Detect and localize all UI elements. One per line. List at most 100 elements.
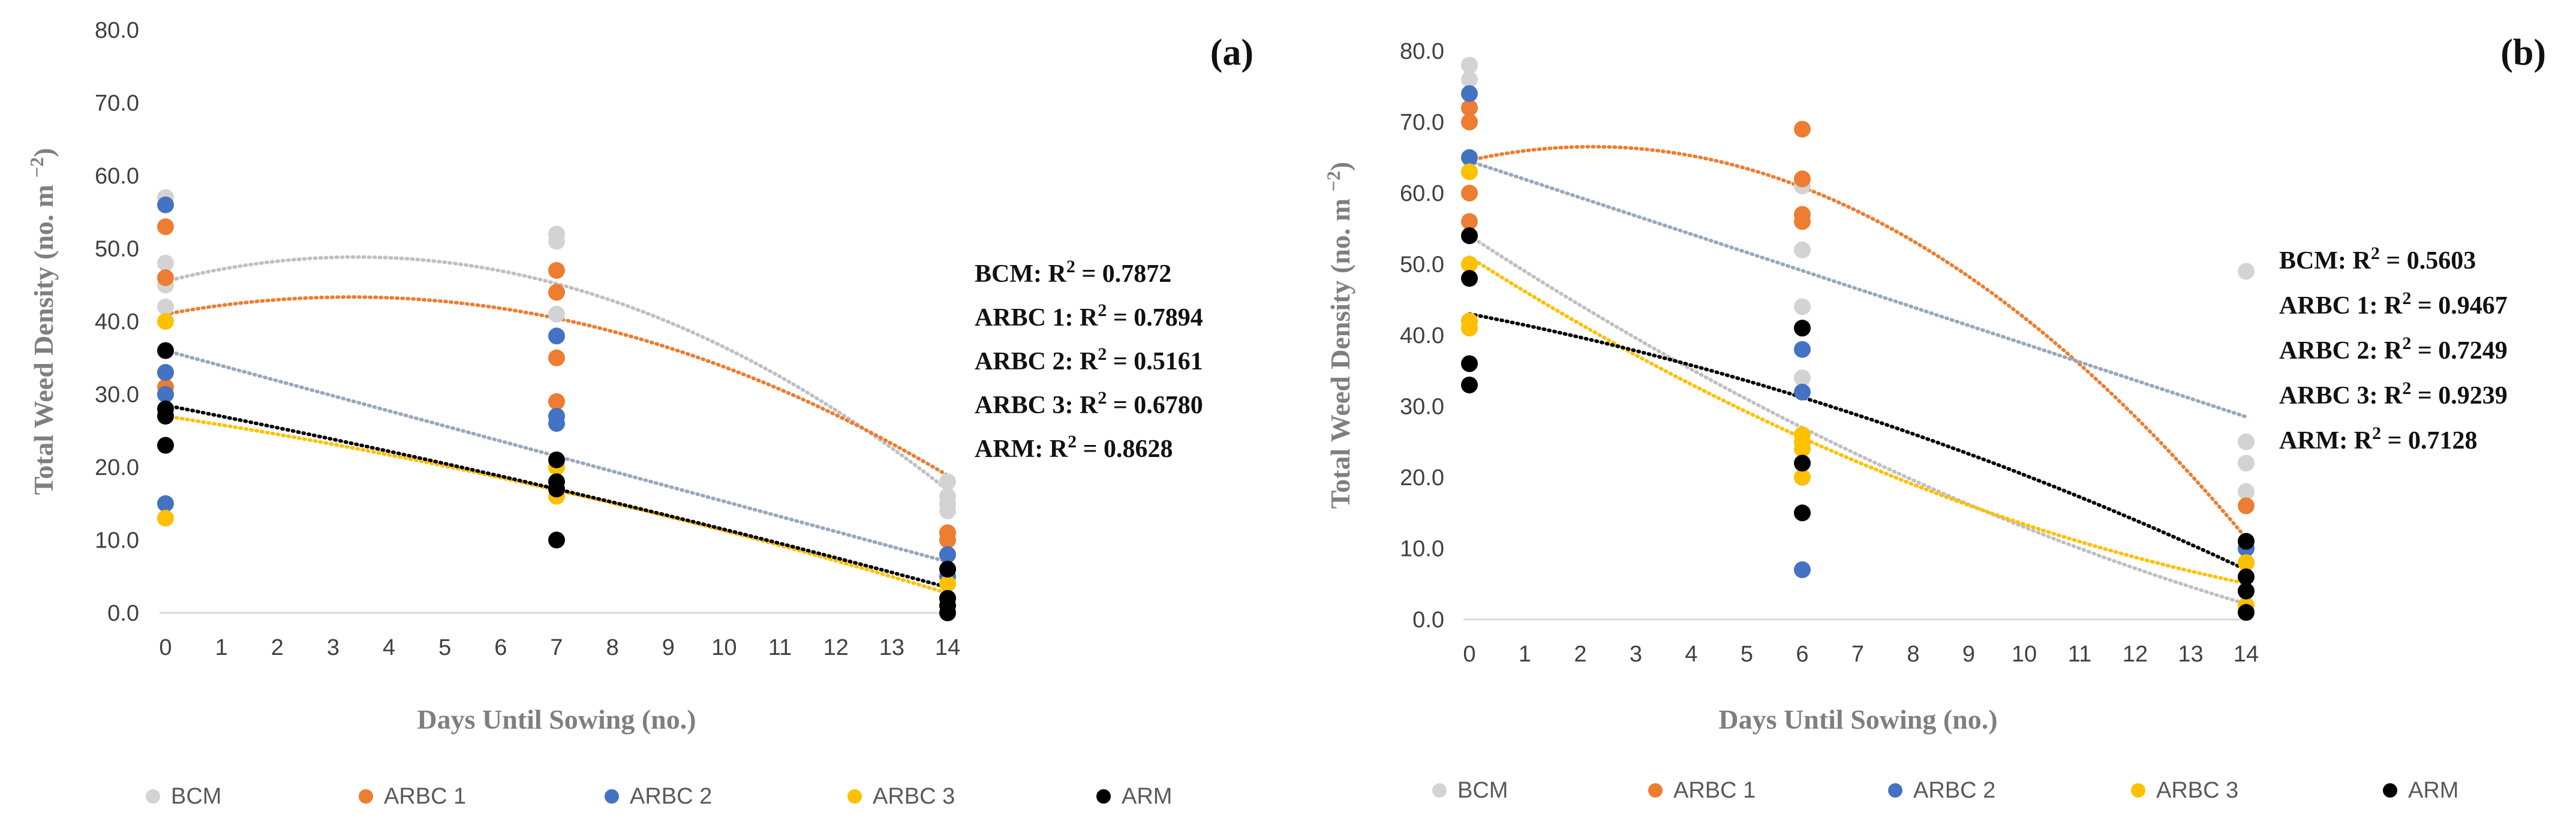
- point-arbc-3: [1794, 440, 1811, 458]
- point-arm: [1461, 270, 1478, 287]
- x-tick-label: 12: [2123, 642, 2148, 667]
- point-bcm: [2238, 455, 2255, 472]
- legend-label-bcm: BCM: [1457, 778, 1508, 803]
- r2-annotation: ARBC 1: R2 = 0.9467: [2279, 288, 2508, 320]
- point-arm: [2238, 582, 2255, 600]
- y-tick-label: 0.0: [1412, 608, 1444, 633]
- x-tick-label: 14: [2234, 642, 2259, 667]
- r2-annotation: ARBC 2: R2 = 0.5161: [975, 344, 1203, 375]
- legend-label-arm: ARM: [1122, 784, 1172, 809]
- trendline-arbc-3: [1468, 255, 2248, 585]
- x-axis-title: Days Until Sowing (no.): [1718, 704, 1997, 735]
- chart-panel-b: 0.010.020.030.040.050.060.070.080.00 1 2 3 4…: [1322, 32, 2546, 735]
- point-arm: [1794, 455, 1811, 472]
- panel-label: (a): [1210, 32, 1254, 73]
- point-arbc-2: [1461, 149, 1478, 166]
- point-arm: [548, 531, 565, 549]
- y-tick-label: 80.0: [1400, 39, 1444, 64]
- x-tick-label: 5: [1741, 642, 1753, 667]
- r2-annotation: ARM: R2 = 0.7128: [2279, 423, 2478, 455]
- chart-panel-a: 0.010.020.030.040.050.060.070.080.00 1 2 3 4…: [26, 18, 1254, 735]
- x-tick-label: 9: [662, 635, 675, 660]
- point-bcm: [1461, 71, 1478, 88]
- point-arm: [157, 437, 174, 454]
- y-tick-label: 80.0: [95, 18, 139, 43]
- trendline-arbc-1: [164, 295, 949, 477]
- y-tick-label: 50.0: [1400, 252, 1444, 278]
- point-arbc-1: [1461, 113, 1478, 131]
- legend-marker-arbc-2: [605, 789, 619, 804]
- point-bcm: [2238, 263, 2255, 280]
- x-tick-label: 14: [935, 635, 960, 660]
- r2-annotation: ARBC 3: R2 = 0.9239: [2279, 378, 2508, 410]
- point-arm: [1461, 355, 1478, 372]
- x-tick-label: 3: [327, 635, 339, 660]
- point-arbc-3: [1794, 469, 1811, 486]
- x-tick-label: 0: [159, 635, 172, 660]
- x-tick-label: 5: [438, 635, 451, 660]
- point-arm: [2238, 604, 2255, 621]
- y-tick-label: 10.0: [1400, 537, 1444, 562]
- y-tick-label: 10.0: [95, 528, 139, 554]
- r2-annotation: ARM: R2 = 0.8628: [975, 432, 1173, 463]
- y-tick-label: 0.0: [107, 601, 139, 626]
- point-arbc-2: [157, 196, 174, 213]
- point-arbc-3: [1461, 255, 1478, 273]
- point-arm: [2238, 568, 2255, 585]
- x-tick-label: 7: [550, 635, 563, 660]
- point-arbc-2: [1794, 383, 1811, 401]
- x-tick-label: 8: [1907, 642, 1919, 667]
- x-tick-label: 4: [1685, 642, 1697, 667]
- y-tick-label: 40.0: [95, 309, 139, 335]
- x-axis-title: Days Until Sowing (no.): [417, 704, 696, 735]
- point-arbc-3: [2238, 554, 2255, 572]
- point-arbc-1: [1461, 185, 1478, 202]
- legend-a: BCM ARBC 1 ARBC 2 ARBC 3 ARM: [146, 784, 1172, 809]
- point-arm: [1461, 227, 1478, 245]
- legend-label-arbc-1: ARBC 1: [384, 784, 466, 809]
- x-tick-label: 2: [1574, 642, 1586, 667]
- point-arbc-2: [939, 546, 956, 563]
- point-arm: [548, 451, 565, 468]
- legend-label-arbc-1: ARBC 1: [1673, 778, 1756, 803]
- point-bcm: [939, 473, 956, 491]
- point-arbc-1: [548, 284, 565, 301]
- x-tick-label: 6: [494, 635, 507, 660]
- y-tick-label: 60.0: [95, 164, 139, 189]
- point-arbc-1: [157, 218, 174, 236]
- point-arbc-3: [157, 313, 174, 330]
- point-arm: [939, 561, 956, 578]
- point-bcm: [548, 233, 565, 250]
- x-tick-label: 1: [1519, 642, 1531, 667]
- point-bcm: [2238, 483, 2255, 500]
- point-arm: [1461, 376, 1478, 393]
- trendline-bcm: [164, 255, 949, 492]
- x-tick-label: 4: [383, 635, 395, 660]
- trendline-arbc-1: [1468, 145, 2248, 540]
- legend-marker-bcm: [146, 789, 160, 804]
- x-tick-label: 3: [1630, 642, 1642, 667]
- legend-marker-arm: [1096, 789, 1111, 804]
- point-arbc-2: [548, 415, 565, 432]
- x-tick-label: 8: [606, 635, 619, 660]
- r2-annotation: ARBC 2: R2 = 0.7249: [2279, 333, 2508, 365]
- point-arbc-1: [548, 393, 565, 410]
- y-tick-label: 60.0: [1400, 181, 1444, 206]
- point-arbc-1: [1794, 213, 1811, 230]
- point-arbc-1: [2238, 497, 2255, 515]
- point-arm: [939, 605, 956, 621]
- x-tick-label: 13: [879, 635, 904, 660]
- legend-label-arbc-2: ARBC 2: [630, 784, 712, 809]
- x-tick-label: 6: [1796, 642, 1808, 667]
- point-arbc-2: [157, 364, 174, 381]
- point-arbc-1: [1794, 170, 1811, 188]
- point-bcm: [1794, 241, 1811, 258]
- y-tick-label: 70.0: [1400, 110, 1444, 136]
- x-tick-label: 2: [271, 635, 284, 660]
- point-arbc-1: [939, 531, 956, 549]
- point-bcm: [1794, 298, 1811, 315]
- point-arbc-2: [1794, 561, 1811, 579]
- x-tick-label: 10: [711, 635, 737, 660]
- point-bcm: [1794, 369, 1811, 387]
